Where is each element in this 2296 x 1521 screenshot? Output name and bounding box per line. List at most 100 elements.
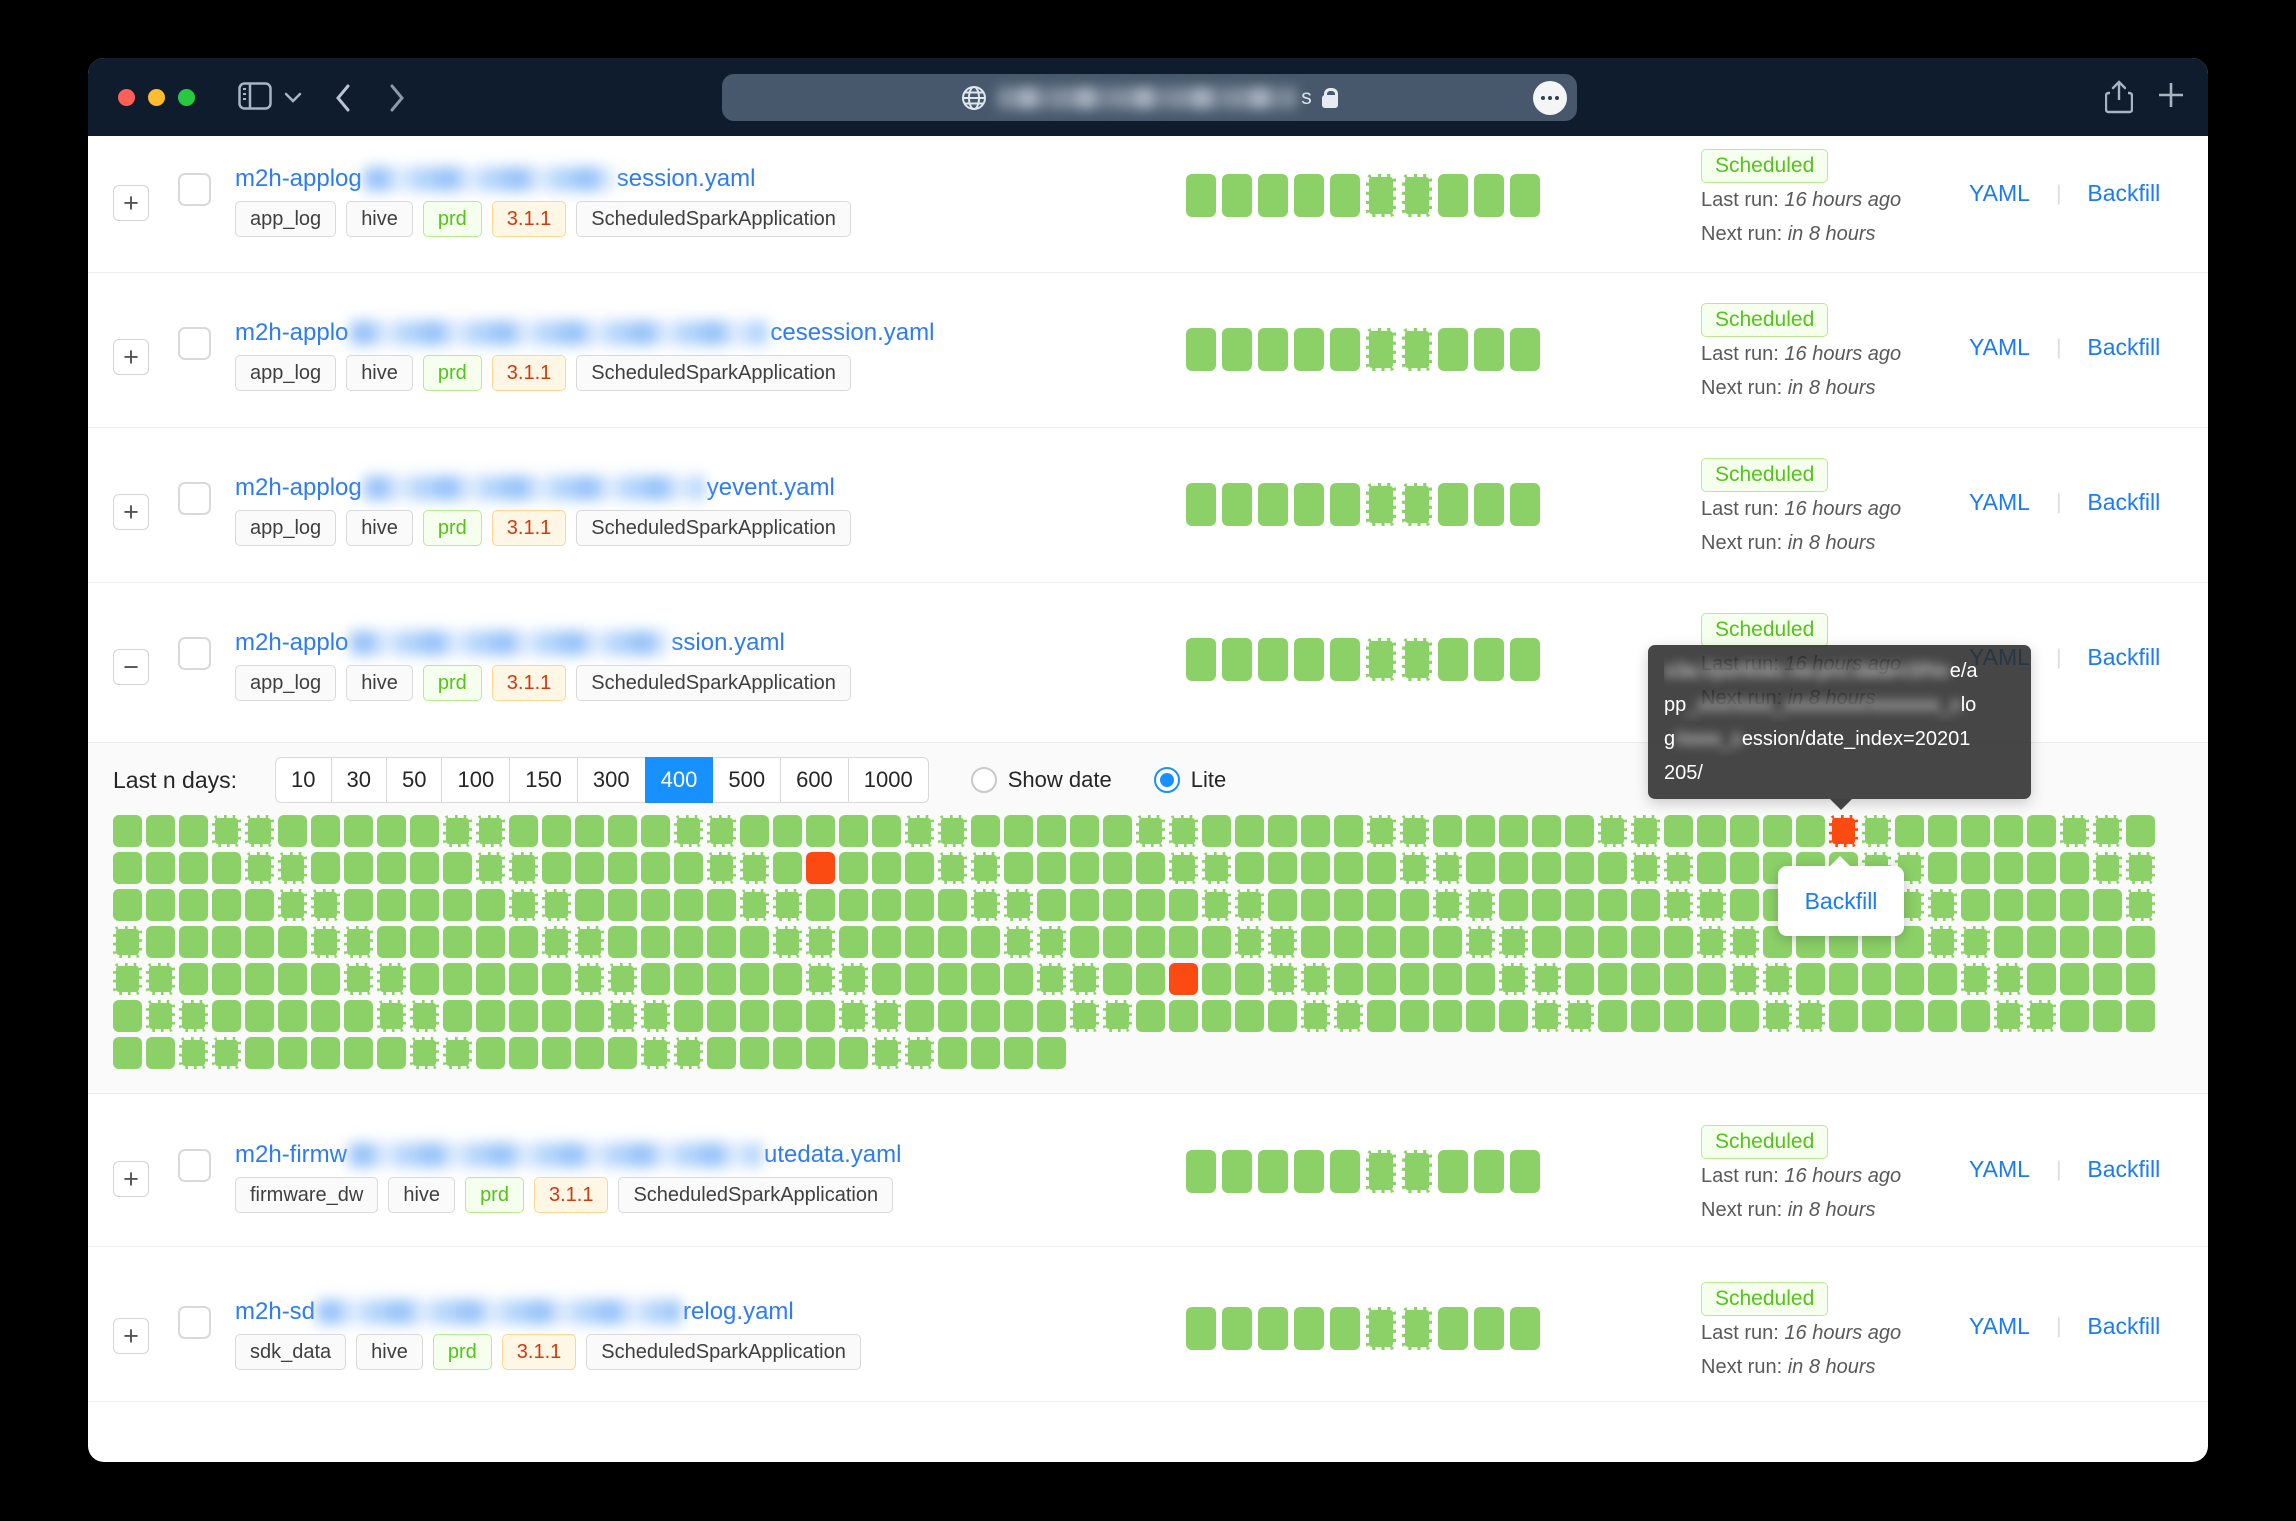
heatmap-cell[interactable] <box>608 1037 637 1069</box>
heatmap-cell[interactable] <box>641 1000 670 1032</box>
row-checkbox[interactable] <box>178 1149 211 1182</box>
heatmap-cell[interactable] <box>608 852 637 884</box>
heatmap-cell[interactable] <box>2060 852 2089 884</box>
heatmap-cell[interactable] <box>1433 1000 1462 1032</box>
backfill-link[interactable]: Backfill <box>2087 180 2160 207</box>
heatmap-cell[interactable] <box>905 926 934 958</box>
heatmap-cell[interactable] <box>641 926 670 958</box>
heatmap-cell-failed[interactable] <box>806 852 835 884</box>
heatmap-cell[interactable] <box>1928 1000 1957 1032</box>
heatmap-cell[interactable] <box>1400 889 1429 921</box>
heatmap-cell[interactable] <box>1202 926 1231 958</box>
heatmap-cell[interactable] <box>971 963 1000 995</box>
heatmap-cell[interactable] <box>1532 852 1561 884</box>
heatmap-cell[interactable] <box>1070 926 1099 958</box>
heatmap-cell[interactable] <box>575 889 604 921</box>
heatmap-cell-failed[interactable] <box>1169 963 1198 995</box>
heatmap-cell[interactable] <box>1631 852 1660 884</box>
heatmap-cell[interactable] <box>179 852 208 884</box>
mini-heatmap-cell[interactable] <box>1438 328 1468 371</box>
heatmap-cell[interactable] <box>575 1037 604 1069</box>
mini-heatmap-cell[interactable] <box>1258 1150 1288 1193</box>
heatmap-cell[interactable] <box>1565 889 1594 921</box>
heatmap-cell[interactable] <box>443 963 472 995</box>
row-checkbox[interactable] <box>178 482 211 515</box>
mini-heatmap-cell[interactable] <box>1222 1307 1252 1350</box>
heatmap-cell[interactable] <box>1037 1000 1066 1032</box>
mini-heatmap-cell[interactable] <box>1294 174 1324 217</box>
heatmap-cell[interactable] <box>839 1000 868 1032</box>
heatmap-cell[interactable] <box>575 852 604 884</box>
mini-heatmap-cell[interactable] <box>1366 328 1396 371</box>
heatmap-cell[interactable] <box>344 926 373 958</box>
heatmap-cell[interactable] <box>608 815 637 847</box>
heatmap-cell[interactable] <box>2027 963 2056 995</box>
heatmap-cell[interactable] <box>542 852 571 884</box>
heatmap-cell[interactable] <box>1433 963 1462 995</box>
heatmap-cell[interactable] <box>2060 1000 2089 1032</box>
heatmap-cell[interactable] <box>1763 1000 1792 1032</box>
heatmap-cell[interactable] <box>245 815 274 847</box>
mini-heatmap-cell[interactable] <box>1474 638 1504 681</box>
heatmap-cell[interactable] <box>1928 963 1957 995</box>
heatmap-cell[interactable] <box>608 1000 637 1032</box>
heatmap-cell[interactable] <box>1532 963 1561 995</box>
heatmap-cell[interactable] <box>1829 963 1858 995</box>
heatmap-cell[interactable] <box>773 1000 802 1032</box>
heatmap-cell[interactable] <box>1070 1000 1099 1032</box>
heatmap-cell[interactable] <box>1367 963 1396 995</box>
heatmap-cell[interactable] <box>1070 815 1099 847</box>
heatmap-cell[interactable] <box>1466 926 1495 958</box>
mini-heatmap-cell[interactable] <box>1222 174 1252 217</box>
heatmap-cell[interactable] <box>2093 963 2122 995</box>
heatmap-cell[interactable] <box>1367 815 1396 847</box>
heatmap-cell[interactable] <box>377 1037 406 1069</box>
heatmap-cell[interactable] <box>311 815 340 847</box>
heatmap-cell[interactable] <box>938 1037 967 1069</box>
heatmap-cell[interactable] <box>1202 815 1231 847</box>
heatmap-cell[interactable] <box>443 1037 472 1069</box>
heatmap-cell[interactable] <box>1334 889 1363 921</box>
heatmap-cell[interactable] <box>509 926 538 958</box>
heatmap-cell[interactable] <box>1004 815 1033 847</box>
heatmap-cell[interactable] <box>971 852 1000 884</box>
mini-heatmap-cell[interactable] <box>1510 638 1540 681</box>
mini-heatmap-cell[interactable] <box>1186 483 1216 526</box>
job-name-link[interactable]: m2h-applogyevent.yaml <box>235 472 835 504</box>
heatmap-cell[interactable] <box>1994 815 2023 847</box>
heatmap-cell[interactable] <box>1928 852 1957 884</box>
expand-toggle-button[interactable]: + <box>113 339 149 375</box>
sidebar-icon[interactable] <box>238 82 272 110</box>
mini-heatmap-cell[interactable] <box>1510 1150 1540 1193</box>
heatmap-cell[interactable] <box>608 963 637 995</box>
heatmap-cell[interactable] <box>839 889 868 921</box>
heatmap-cell[interactable] <box>278 1037 307 1069</box>
heatmap-cell[interactable] <box>1664 889 1693 921</box>
heatmap-cell[interactable] <box>575 926 604 958</box>
heatmap-cell[interactable] <box>674 926 703 958</box>
heatmap-cell[interactable] <box>1499 926 1528 958</box>
heatmap-cell[interactable] <box>179 815 208 847</box>
heatmap-cell[interactable] <box>542 889 571 921</box>
days-option-1000[interactable]: 1000 <box>848 757 929 803</box>
heatmap-cell[interactable] <box>872 963 901 995</box>
heatmap-cell[interactable] <box>1235 889 1264 921</box>
heatmap-cell[interactable] <box>113 1037 142 1069</box>
heatmap-cell[interactable] <box>476 926 505 958</box>
heatmap-cell[interactable] <box>1334 815 1363 847</box>
heatmap-cell[interactable] <box>773 815 802 847</box>
heatmap-cell[interactable] <box>1268 815 1297 847</box>
heatmap-cell[interactable] <box>113 889 142 921</box>
heatmap-cell[interactable] <box>740 889 769 921</box>
heatmap-cell[interactable] <box>1499 889 1528 921</box>
heatmap-cell[interactable] <box>1664 815 1693 847</box>
heatmap-cell[interactable] <box>1994 926 2023 958</box>
heatmap-cell[interactable] <box>1169 1000 1198 1032</box>
mini-heatmap-cell[interactable] <box>1330 1150 1360 1193</box>
heatmap-cell[interactable] <box>740 815 769 847</box>
heatmap-cell[interactable] <box>377 926 406 958</box>
heatmap-cell[interactable] <box>2126 1000 2155 1032</box>
chevron-down-icon[interactable] <box>284 92 302 104</box>
heatmap-cell[interactable] <box>1136 852 1165 884</box>
mini-heatmap-cell[interactable] <box>1330 1307 1360 1350</box>
